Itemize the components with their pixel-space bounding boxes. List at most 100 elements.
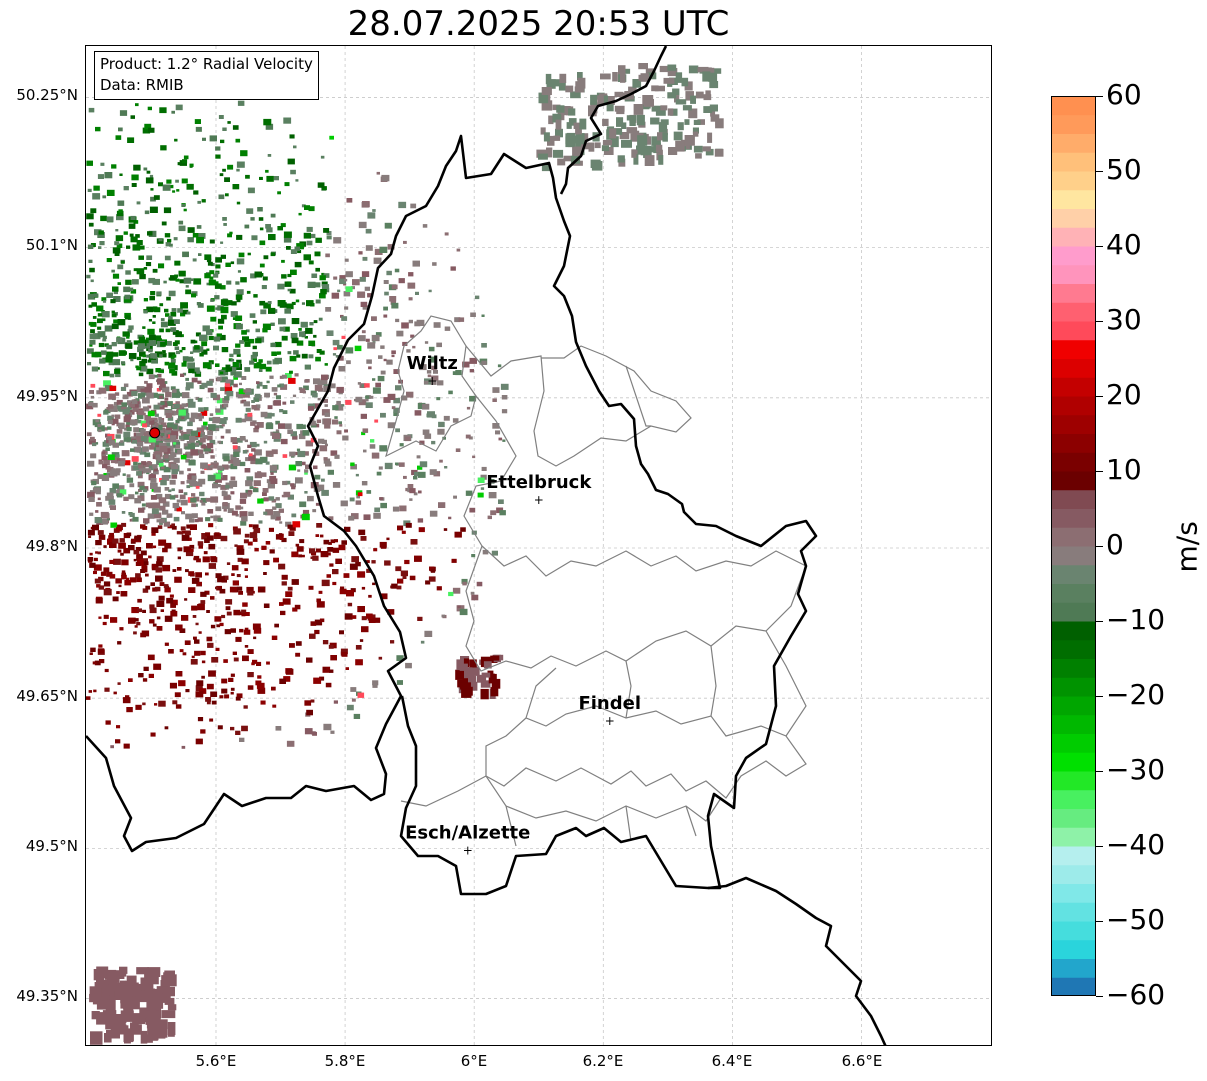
echo-pixel [713,68,722,74]
echo-pixel [152,315,156,318]
echo-pixel [111,452,120,459]
echo-pixel [609,128,617,139]
echo-pixel [429,566,435,571]
echo-pixel [327,469,334,475]
map-canvas: +Wiltz+Ettelbruck+Findel+Esch/Alzette [86,46,991,1045]
echo-pixel [270,514,277,520]
echo-pixel [297,450,306,458]
echo-pixel [194,371,202,377]
echo-pixel [275,503,282,509]
echo-pixel [168,489,172,493]
echo-pixel [90,453,97,459]
echo-pixel [377,375,385,382]
echo-pixel [209,276,214,280]
echo-pixel [182,535,189,541]
echo-pixel [211,657,219,663]
echo-pixel [161,466,165,470]
echo-pixel [232,125,239,130]
echo-pixel [362,305,369,310]
colorbar-tick-mark [1096,396,1103,397]
echo-pixel [295,461,302,467]
echo-pixel [452,418,459,423]
echo-pixel [135,704,142,710]
colorbar-segment [1051,546,1096,566]
echo-pixel [127,400,134,406]
echo-pixel [107,538,115,545]
echo-pixel [472,455,476,459]
echo-pixel [224,382,230,387]
echo-pixel [330,450,338,456]
echo-pixel [196,449,204,456]
echo-pixel [175,278,180,282]
echo-pixel [133,164,141,171]
echo-pixel [159,303,164,307]
echo-pixel [360,301,368,307]
echo-pixel [400,570,408,577]
echo-pixel [308,585,314,590]
echo-pixel [145,468,152,473]
colorbar-tick-mark [1096,246,1103,247]
echo-pixel [279,375,284,379]
echo-pixel [187,227,195,233]
echo-pixel [217,440,221,444]
echo-pixel [125,695,130,699]
echo-pixel [233,657,239,662]
echo-pixel [367,212,376,219]
echo-pixel [252,345,257,350]
echo-pixel [90,395,95,399]
echo-pixel [108,393,116,400]
echo-pixel [323,273,330,278]
echo-pixel [361,384,366,388]
echo-pixel [289,355,297,362]
echo-pixel [316,598,321,603]
echo-pixel [147,461,153,466]
echo-pixel [332,569,339,575]
echo-pixel [144,380,148,384]
echo-pixel [573,146,583,157]
echo-pixel [438,502,446,508]
echo-pixel [126,245,131,249]
radar-map[interactable]: + Wiltz + Ettelbruck + Findel + Esch/Alzette [85,45,992,1046]
echo-pixel [386,537,390,541]
echo-pixel [112,286,119,292]
echo-pixel [248,454,256,461]
echo-pixel [116,591,120,594]
country-border [707,876,887,1045]
echo-pixel [95,551,99,554]
echo-pixel [117,200,125,206]
city-markers: +Wiltz+Ettelbruck+Findel+Esch/Alzette [405,353,641,858]
echo-pixel [289,288,296,294]
echo-pixel [404,559,410,565]
echo-pixel [174,576,182,583]
echo-pixel [545,73,552,85]
echo-pixel [288,464,297,471]
echo-pixel [175,331,182,338]
echo-pixel [408,297,413,301]
echo-pixel [183,492,188,496]
echo-pixel [131,404,135,408]
echo-pixel [142,609,146,613]
echo-pixel [142,446,149,452]
echo-pixel [170,327,177,332]
echo-pixel [131,174,139,181]
canton-boundaries [385,315,807,847]
echo-pixel [210,691,218,697]
echo-pixel [422,403,430,410]
colorbar-tick-label: −60 [1106,978,1166,1011]
echo-pixel [481,360,487,365]
echo-pixel [241,609,247,614]
echo-pixel [552,113,562,123]
echo-pixel [241,418,247,423]
echo-pixel [194,650,201,656]
echo-pixel [357,606,365,613]
echo-pixel [139,351,146,357]
echo-pixel [258,520,263,524]
echo-pixel [223,223,227,226]
echo-pixel [177,556,181,560]
echo-pixel [594,142,601,149]
echo-pixel [153,469,159,475]
echo-pixel [233,348,241,355]
echo-pixel [338,366,346,372]
echo-pixel [220,435,225,439]
echo-pixel [117,264,124,270]
